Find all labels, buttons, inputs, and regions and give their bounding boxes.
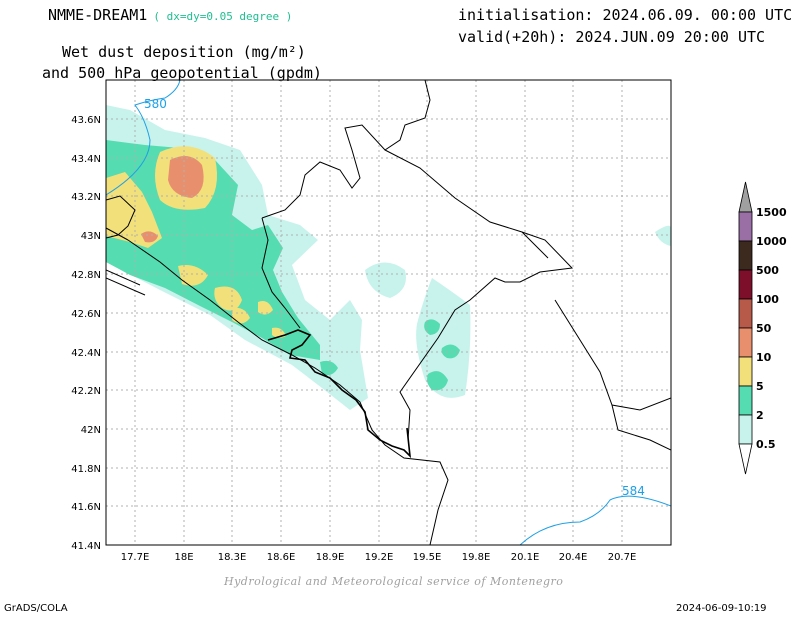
lon-label: 18.6E bbox=[267, 552, 296, 563]
render-timestamp: 2024-06-09-10:19 bbox=[676, 603, 767, 614]
legend-label: 2 bbox=[756, 409, 764, 422]
lon-label: 18.3E bbox=[218, 552, 247, 563]
legend-label: 500 bbox=[756, 264, 779, 277]
lon-label: 18E bbox=[174, 552, 193, 563]
legend-label: 0.5 bbox=[756, 438, 776, 451]
map-frame bbox=[105, 79, 672, 546]
legend-swatch bbox=[738, 385, 753, 416]
legend-swatch bbox=[738, 327, 753, 358]
initialisation-time: initialisation: 2024.06.09. 00:00 UTC bbox=[458, 6, 793, 24]
latitude-labels: 43.6N 43.4N 43.2N 43N 42.8N 42.6N 42.4N … bbox=[71, 115, 101, 552]
geopotential-contours bbox=[106, 80, 671, 545]
legend-label: 1000 bbox=[756, 235, 787, 248]
lon-label: 19.5E bbox=[413, 552, 442, 563]
lat-label: 42.8N bbox=[71, 270, 101, 281]
legend-colorbar bbox=[738, 181, 753, 475]
deposition-level-10 bbox=[141, 156, 204, 243]
legend-swatch bbox=[738, 298, 753, 329]
lat-label: 43.4N bbox=[71, 154, 101, 165]
lon-label: 19.8E bbox=[462, 552, 491, 563]
model-name: NMME-DREAM1 bbox=[48, 6, 148, 24]
software-label: GrADS/COLA bbox=[4, 603, 68, 614]
lat-label: 42N bbox=[81, 425, 101, 436]
lat-label: 43N bbox=[81, 231, 101, 242]
lon-label: 20.7E bbox=[608, 552, 637, 563]
resolution-label: ( dx=dy=0.05 degree ) bbox=[153, 10, 293, 23]
longitude-labels: 17.7E 18E 18.3E 18.6E 18.9E 19.2E 19.5E … bbox=[121, 552, 637, 563]
lon-label: 19.2E bbox=[365, 552, 394, 563]
borders bbox=[106, 80, 671, 545]
legend-swatch-top bbox=[738, 181, 753, 213]
legend-swatch bbox=[738, 414, 753, 445]
legend-labels: 1500 1000 500 100 50 10 5 2 0.5 bbox=[756, 206, 787, 451]
lat-label: 41.4N bbox=[71, 541, 101, 552]
contour-labels: 580 584 bbox=[144, 97, 645, 498]
graticule bbox=[106, 80, 671, 545]
lon-label: 17.7E bbox=[121, 552, 150, 563]
legend-swatch bbox=[738, 269, 753, 300]
model-title: NMME-DREAM1 ( dx=dy=0.05 degree ) bbox=[48, 6, 292, 24]
lat-label: 42.2N bbox=[71, 386, 101, 397]
lon-label: 20.4E bbox=[559, 552, 588, 563]
legend-swatch bbox=[738, 211, 753, 242]
legend-swatch bbox=[738, 240, 753, 271]
legend-swatch-bottom bbox=[738, 443, 753, 475]
variable-title-line2: and 500 hPa geopotential (gpdm) bbox=[42, 64, 322, 82]
lat-label: 42.4N bbox=[71, 348, 101, 359]
contour-label-580: 580 bbox=[144, 97, 167, 111]
legend-label: 50 bbox=[756, 322, 772, 335]
deposition-field bbox=[106, 105, 671, 410]
lat-label: 43.2N bbox=[71, 192, 101, 203]
legend-label: 100 bbox=[756, 293, 779, 306]
credit-line: Hydrological and Meteorological service … bbox=[224, 575, 564, 588]
legend-swatch bbox=[738, 356, 753, 387]
lat-label: 41.6N bbox=[71, 502, 101, 513]
variable-title-line1: Wet dust deposition (mg/m²) bbox=[62, 43, 306, 61]
lat-label: 42.6N bbox=[71, 309, 101, 320]
lat-label: 41.8N bbox=[71, 464, 101, 475]
valid-time: valid(+20h): 2024.JUN.09 20:00 UTC bbox=[458, 28, 766, 46]
lon-label: 18.9E bbox=[316, 552, 345, 563]
legend-label: 5 bbox=[756, 380, 764, 393]
contour-label-584: 584 bbox=[622, 484, 645, 498]
lat-label: 43.6N bbox=[71, 115, 101, 126]
legend-label: 1500 bbox=[756, 206, 787, 219]
legend-label: 10 bbox=[756, 351, 772, 364]
lon-label: 20.1E bbox=[511, 552, 540, 563]
